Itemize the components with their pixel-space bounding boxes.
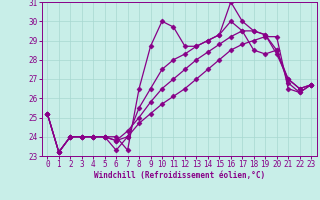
X-axis label: Windchill (Refroidissement éolien,°C): Windchill (Refroidissement éolien,°C)	[94, 171, 265, 180]
